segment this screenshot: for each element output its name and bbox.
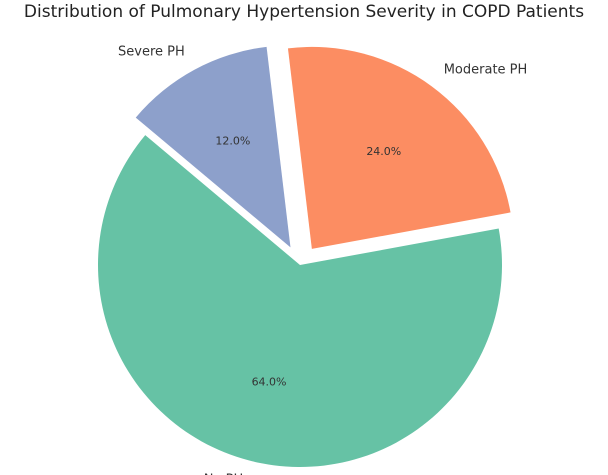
pie-slice-severe-ph (135, 46, 291, 248)
slice-percent-label: 24.0% (366, 145, 401, 158)
slice-category-label: Moderate PH (444, 63, 528, 78)
slice-category-label: Severe PH (118, 44, 185, 59)
slice-percent-label: 12.0% (215, 134, 250, 147)
slice-percent-label: 64.0% (252, 376, 287, 389)
pie-slice-no-ph (98, 135, 502, 467)
chart-title: Distribution of Pulmonary Hypertension S… (23, 2, 585, 22)
slice-category-label: No PH (204, 472, 243, 475)
pie-labels: 64.0% No PH 24.0% Moderate PH 12.0% Severe PH (118, 44, 527, 475)
pie-slice-moderate-ph (287, 46, 511, 249)
pie-slices (98, 46, 511, 467)
